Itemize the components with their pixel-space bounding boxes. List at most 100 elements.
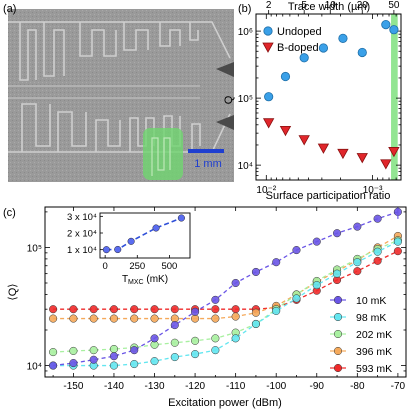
legend-bdoped-label: B-doped <box>277 42 319 54</box>
legend-marker <box>333 312 343 322</box>
series-point <box>251 267 260 277</box>
series-point <box>69 314 78 323</box>
series-point <box>150 314 159 323</box>
series-point <box>393 247 402 256</box>
series-point <box>312 237 321 246</box>
series-point <box>69 305 78 314</box>
launch-pad-top <box>216 62 234 77</box>
series-point <box>353 258 362 267</box>
inset-marks <box>102 214 185 254</box>
series-point <box>109 352 119 361</box>
band-highlight <box>391 14 398 180</box>
inset-point <box>177 214 185 222</box>
inset-x-ticks: 0 250 500 <box>102 255 177 272</box>
series-point <box>211 314 220 323</box>
inset-y-tick-label: 3 x 10⁴ <box>67 212 97 223</box>
series-point <box>89 355 98 364</box>
x-tick-label: 10⁻² <box>256 185 276 196</box>
x-tick-label: -110 <box>226 381 246 392</box>
chart-c: (c) -150 -140 -130 -120 -110 -100 -90 -80 -70 10… <box>3 206 407 409</box>
point-bdoped <box>298 135 310 146</box>
legend-label: 396 mK <box>356 346 392 358</box>
chart-b-marks <box>262 20 400 170</box>
series-point <box>150 305 159 314</box>
point-undoped <box>357 47 367 58</box>
top-tick-label: 20 <box>357 0 369 11</box>
top-tick-label: 2 <box>266 0 272 11</box>
legend-label: 98 mK <box>356 312 386 324</box>
series-point <box>130 346 139 355</box>
series-point <box>373 256 382 265</box>
point-bdoped <box>356 153 368 164</box>
inset-x-tick-label: 250 <box>129 261 145 272</box>
inset-background <box>100 213 190 258</box>
legend-label: 202 mK <box>356 329 392 341</box>
series-point <box>373 247 382 256</box>
legend-undoped-label: Undoped <box>277 26 322 38</box>
inset-x-tick-label: 500 <box>161 261 177 272</box>
series-point <box>373 214 382 223</box>
chart-b-y-ticks: 10⁴ 10⁵ 10⁶ <box>238 27 401 181</box>
series-point <box>251 308 260 317</box>
top-tick-label: 10 <box>325 0 337 11</box>
legend-undoped-marker <box>263 26 273 36</box>
y-tick-label: 10⁶ <box>238 27 253 38</box>
chart-c-xlabel: Excitation power (dBm) <box>168 397 282 409</box>
series-point <box>150 334 159 343</box>
series-point <box>130 314 139 323</box>
series-point <box>170 338 179 347</box>
point-bdoped <box>337 148 349 160</box>
launch-pad-bottom <box>216 115 234 130</box>
series-point <box>130 359 139 369</box>
series-point <box>89 305 98 314</box>
series-point <box>170 321 179 330</box>
series-point <box>353 222 362 231</box>
legend-marker <box>333 295 343 305</box>
inset-y-tick-label: 1 x 10⁴ <box>67 245 97 256</box>
inset-y-tick-label: 2 x 10⁴ <box>67 229 97 240</box>
series-point <box>251 319 260 329</box>
chart-c-x-ticks: -150 -140 -130 -120 -110 -100 -90 -80 -70 <box>52 207 406 392</box>
series-point <box>89 346 98 355</box>
point-undoped <box>381 20 391 30</box>
point-bdoped <box>262 118 275 129</box>
legend-label: 10 mK <box>356 295 386 307</box>
inset-point <box>114 245 122 254</box>
point-undoped <box>280 71 291 82</box>
series-point <box>292 294 301 303</box>
series-point <box>69 359 78 368</box>
inset-frame <box>99 212 191 259</box>
series-point <box>191 314 200 323</box>
point-bdoped <box>317 143 330 154</box>
legend-bdoped-marker <box>262 42 274 53</box>
chart-b-top-ticks: 2 5 10 20 50 <box>266 0 400 14</box>
series-point <box>272 258 281 267</box>
point-undoped <box>338 33 348 43</box>
point-undoped <box>389 25 399 35</box>
point-undoped <box>264 92 274 102</box>
x-tick-label: -120 <box>185 381 205 392</box>
chart-c-legend: 10 mK 98 mK 202 mK 396 mK 593 mK <box>330 295 392 375</box>
series-point <box>191 336 200 345</box>
series-point <box>89 314 98 323</box>
y-tick-label: 10⁴ <box>27 362 42 373</box>
legend-label: 593 mK <box>356 363 392 375</box>
chart-b-legend: Undoped B-doped <box>262 26 322 54</box>
series-point <box>312 281 321 290</box>
chart-b-top-xlabel: Trace width (µm) <box>288 1 370 13</box>
inset-x-tick-label: 0 <box>102 261 107 272</box>
series-point <box>49 305 58 314</box>
series-point <box>49 348 58 357</box>
y-tick-label: 10⁴ <box>238 161 253 172</box>
series-point <box>231 312 240 321</box>
series-point <box>150 357 159 366</box>
x-tick-label: -70 <box>391 381 406 392</box>
series-point <box>49 361 58 370</box>
series-point <box>211 346 220 355</box>
highlighted-resonator <box>143 128 183 180</box>
series-point <box>231 305 240 314</box>
series-point <box>211 334 220 343</box>
series-point <box>332 229 342 238</box>
series-point <box>353 267 362 276</box>
